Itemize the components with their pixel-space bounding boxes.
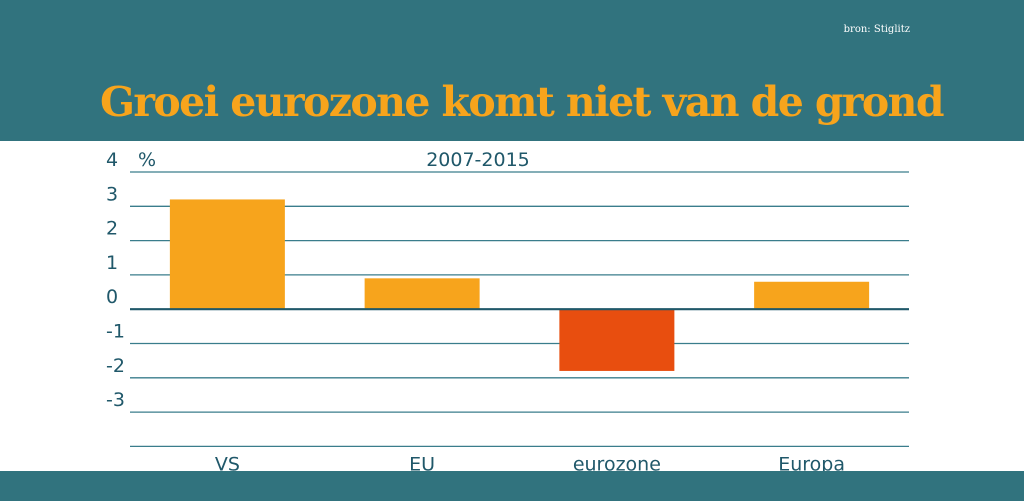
chart-title: Groei eurozone komt niet van de grond [100, 78, 945, 126]
y-tick-label: 1 [106, 252, 118, 274]
x-axis-labels: VSEUeurozoneEuropabuiten eurozone [215, 453, 845, 471]
bar [754, 281, 870, 310]
footer-bar [0, 471, 1024, 501]
x-category-label: Europa [778, 453, 845, 471]
y-axis-unit: % [138, 149, 156, 171]
bar [364, 278, 480, 310]
x-category-label: eurozone [573, 453, 661, 471]
y-axis-ticks: 4 3 2 1 0 -1 -2 -3 [106, 149, 125, 411]
bar [169, 199, 285, 310]
source-credit: bron: Stiglitz [843, 24, 910, 35]
y-tick-label: 0 [106, 286, 118, 308]
bar-chart: 2007-2015 % 4 3 2 1 0 -1 -2 -3 VS EU eurozone Euro… [106, 149, 909, 471]
x-category-label: VS [215, 453, 240, 471]
bars [169, 199, 870, 371]
y-tick-label: -2 [106, 355, 125, 377]
header-banner: bron: Stiglitz Groei eurozone komt niet … [0, 0, 1024, 141]
x-category-label: EU [409, 453, 435, 471]
y-tick-label: -3 [106, 389, 125, 411]
y-tick-label: 2 [106, 218, 118, 240]
bar [559, 309, 675, 371]
y-tick-label: -1 [106, 321, 125, 343]
y-tick-label: 4 [106, 149, 118, 171]
chart-subtitle: 2007-2015 [426, 149, 530, 171]
y-tick-label: 3 [106, 183, 118, 205]
